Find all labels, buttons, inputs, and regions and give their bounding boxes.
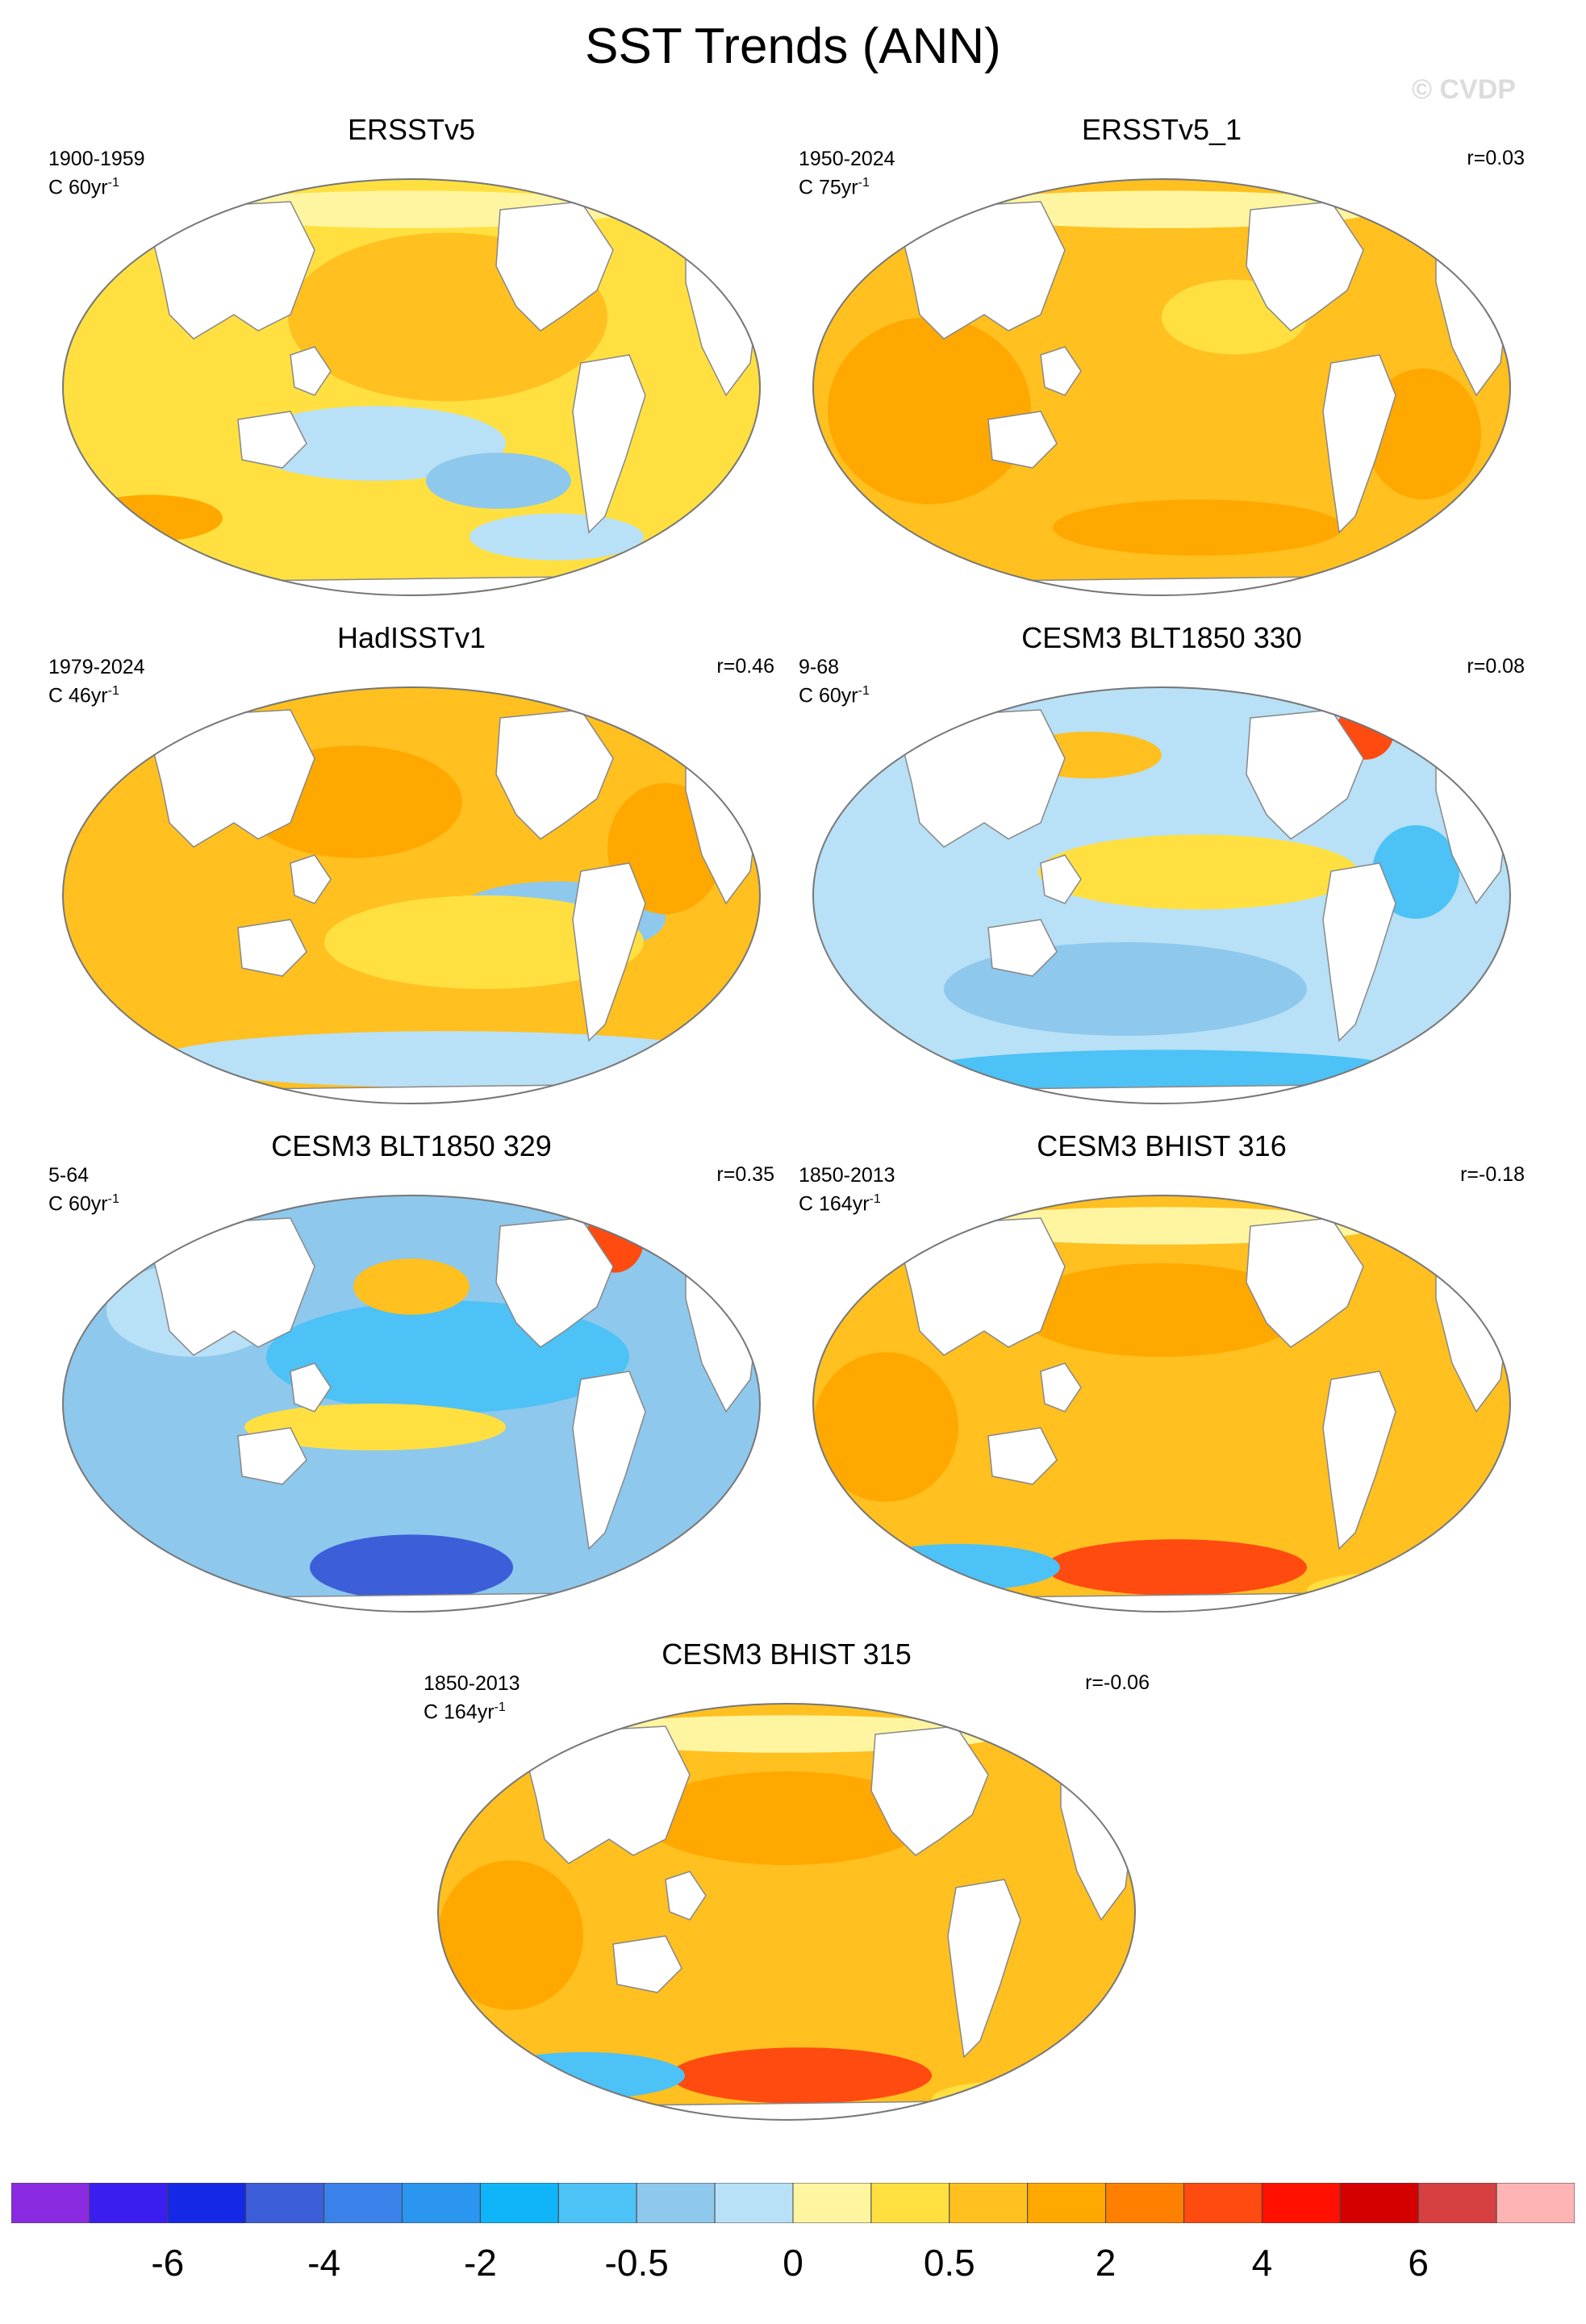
panel-period-units: 1850-2013 C 164yr-1 [424, 1672, 520, 1724]
panel-title: CESM3 BLT1850 330 [1021, 621, 1302, 654]
colorbar-swatch [792, 2183, 872, 2223]
panel-period-units: 1900-1959 C 60yr-1 [48, 148, 145, 199]
colorbar-swatch [167, 2183, 247, 2223]
page-title: SST Trends (ANN) [585, 19, 1001, 74]
colorbar-swatch [89, 2183, 169, 2223]
colorbar-swatch [870, 2183, 950, 2223]
sst-trend-map [812, 686, 1511, 1104]
panel-title: CESM3 BHIST 315 [662, 1638, 912, 1671]
panel-period-units: 9-68 C 60yr-1 [799, 656, 870, 707]
colorbar-swatch [714, 2183, 794, 2223]
colorbar-swatch [557, 2183, 637, 2223]
sst-trend-map [62, 1195, 761, 1613]
pattern-correlation: r=0.35 [716, 1163, 774, 1186]
colorbar-swatch [479, 2183, 559, 2223]
colorbar-tick-label: 2 [1095, 2242, 1116, 2284]
colorbar-labels: -6 -4 -2 -0.5 0 0.5 2 4 6 [0, 2241, 1586, 2289]
map-panel: CESM3 BHIST 315 1850-2013 C 164yr-1 r=-0.06 [424, 1638, 1150, 2121]
colorbar [11, 2183, 1575, 2223]
panel-period-units: 1950-2024 C 75yr-1 [799, 148, 895, 199]
colorbar-tick-label: 0.5 [923, 2242, 975, 2284]
pattern-correlation: r=0.03 [1467, 147, 1525, 169]
pattern-correlation: r=-0.18 [1460, 1163, 1525, 1186]
colorbar-swatch [402, 2183, 481, 2223]
watermark: © CVDP [1412, 74, 1516, 105]
colorbar-swatch [1105, 2183, 1184, 2223]
panel-title: HadISSTv1 [336, 621, 486, 654]
colorbar-swatch [1027, 2183, 1107, 2223]
panel-period-units: 1850-2013 C 164yr-1 [799, 1164, 895, 1216]
colorbar-swatch [245, 2183, 325, 2223]
map-panel: CESM3 BHIST 316 1850-2013 C 164yr-1 r=-0.18 [799, 1129, 1525, 1613]
colorbar-tick-label: -2 [463, 2242, 497, 2284]
panel-title: ERSSTv5 [347, 113, 476, 146]
map-panel: CESM3 BLT1850 329 5-64 C 60yr-1 r=0.35 [48, 1129, 774, 1613]
sst-trend-map [812, 178, 1511, 596]
sst-trend-map [812, 1195, 1511, 1613]
panel-period-units: 5-64 C 60yr-1 [48, 1164, 119, 1216]
colorbar-swatch [1417, 2183, 1497, 2223]
pattern-correlation: r=-0.06 [1085, 1671, 1150, 1694]
colorbar-tick-label: 0 [783, 2242, 803, 2284]
map-panel: CESM3 BLT1850 330 9-68 C 60yr-1 r=0.08 [799, 621, 1525, 1104]
colorbar-tick-label: 6 [1408, 2242, 1429, 2284]
colorbar-swatch [11, 2183, 90, 2223]
colorbar-swatch [1339, 2183, 1419, 2223]
panel-title: CESM3 BHIST 316 [1037, 1129, 1287, 1162]
colorbar-swatch [1496, 2183, 1575, 2223]
map-panel: ERSSTv5 1900-1959 C 60yr-1 [48, 113, 774, 596]
sst-trend-map [437, 1703, 1136, 2121]
colorbar-tick-label: 4 [1251, 2242, 1273, 2284]
panel-title: ERSSTv5_1 [1081, 113, 1242, 146]
panel-period-units: 1979-2024 C 46yr-1 [48, 656, 145, 707]
map-panel: HadISSTv1 1979-2024 C 46yr-1 r=0.46 [48, 621, 774, 1104]
sst-trend-map [62, 686, 761, 1104]
colorbar-tick-label: -4 [307, 2242, 341, 2284]
map-panel: ERSSTv5_1 1950-2024 C 75yr-1 r=0.03 [799, 113, 1525, 596]
colorbar-tick-label: -6 [151, 2242, 185, 2284]
sst-trend-map [62, 178, 761, 596]
pattern-correlation: r=0.46 [716, 655, 774, 678]
pattern-correlation: r=0.08 [1467, 655, 1525, 678]
colorbar-swatch [636, 2183, 716, 2223]
colorbar-swatch [949, 2183, 1029, 2223]
panel-title: CESM3 BLT1850 329 [271, 1129, 552, 1162]
colorbar-swatch [323, 2183, 403, 2223]
colorbar-swatch [1183, 2183, 1263, 2223]
colorbar-swatch [1261, 2183, 1341, 2223]
colorbar-tick-label: -0.5 [604, 2242, 669, 2284]
